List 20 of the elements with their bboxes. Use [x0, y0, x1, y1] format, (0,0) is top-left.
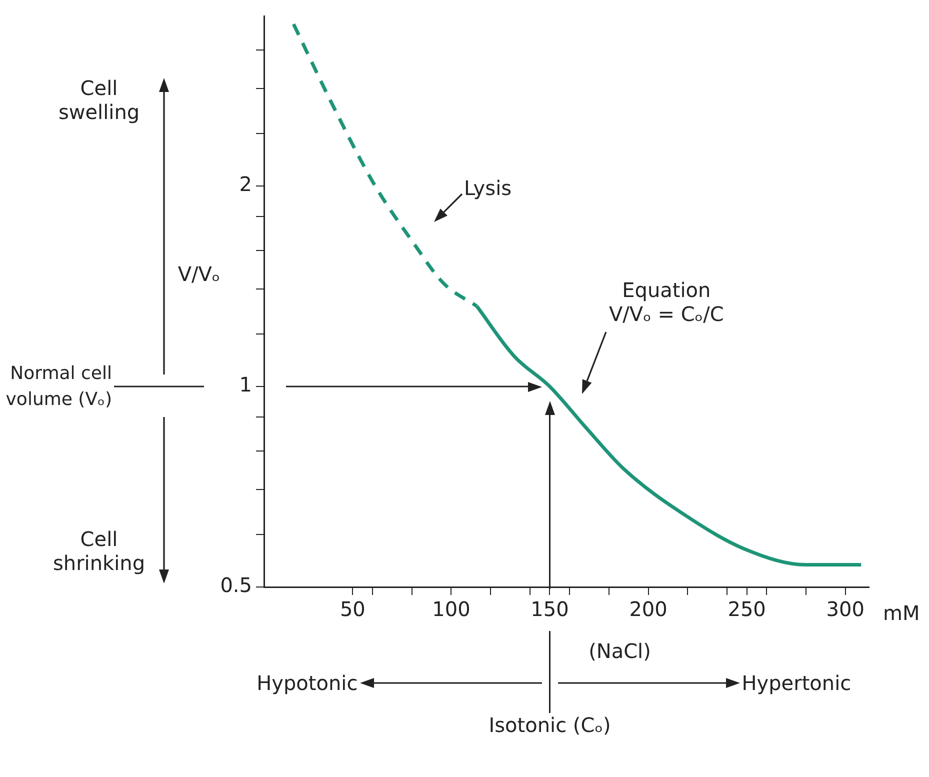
text: Cell swelling: [57, 76, 141, 124]
x-axis-title: (NaCl): [588, 639, 652, 663]
y-axis-title: V/Vₒ: [176, 262, 222, 286]
x-tick-label: 300: [826, 597, 864, 622]
text: Isotonic (Cₒ): [488, 713, 612, 737]
annotation: Equation V/Vₒ = Cₒ/C: [609, 278, 724, 326]
annotation: Lysis: [464, 176, 512, 200]
x-tick-label: 50: [340, 597, 366, 622]
text: Hypertonic: [742, 671, 852, 695]
y-tick-label: 0.5: [220, 573, 252, 598]
x-tick-label: 200: [629, 597, 668, 622]
x-tick-label: 100: [432, 597, 470, 622]
text: mM: [883, 601, 920, 625]
x-tick-label: 150: [530, 597, 569, 622]
text: Normal cell volume (Vₒ): [4, 362, 112, 412]
y-tick-label: 2: [239, 172, 252, 196]
y-tick-label: 1: [239, 372, 252, 397]
text: Hypotonic: [256, 671, 358, 695]
text: Cell shrinking: [52, 527, 146, 575]
x-tick-label: 250: [728, 597, 766, 622]
